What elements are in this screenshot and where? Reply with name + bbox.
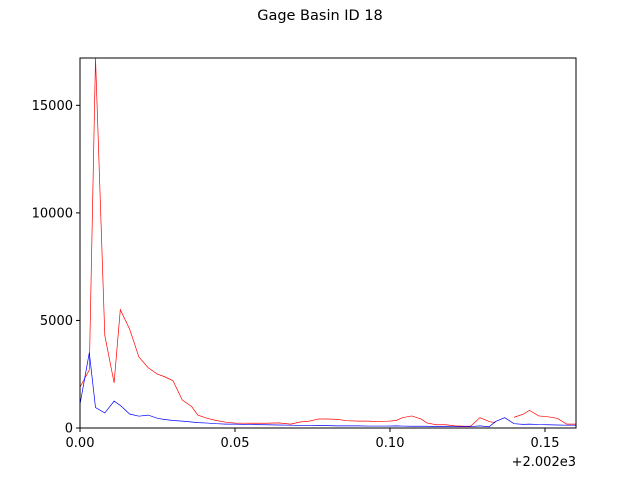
x-tick-label: 0.05 [221,436,250,451]
x-tick-label: 0.10 [376,436,405,451]
x-offset-label: +2.002e3 [512,455,576,470]
x-tick-label: 0.15 [531,436,560,451]
y-tick-label: 10000 [32,206,73,221]
chart-title: Gage Basin ID 18 [257,8,383,24]
y-tick-label: 5000 [40,314,73,329]
series-line-1 [80,58,576,427]
y-tick-label: 15000 [32,99,73,114]
series-line-2 [80,352,576,428]
x-tick-label: 0.00 [66,436,95,451]
ticks-layer: 0.00 0.05 0.10 0.15 0 5000 10000 15000 [32,99,560,451]
y-tick-label: 0 [65,422,73,437]
plot-frame [79,57,577,429]
series-layer [80,58,576,428]
